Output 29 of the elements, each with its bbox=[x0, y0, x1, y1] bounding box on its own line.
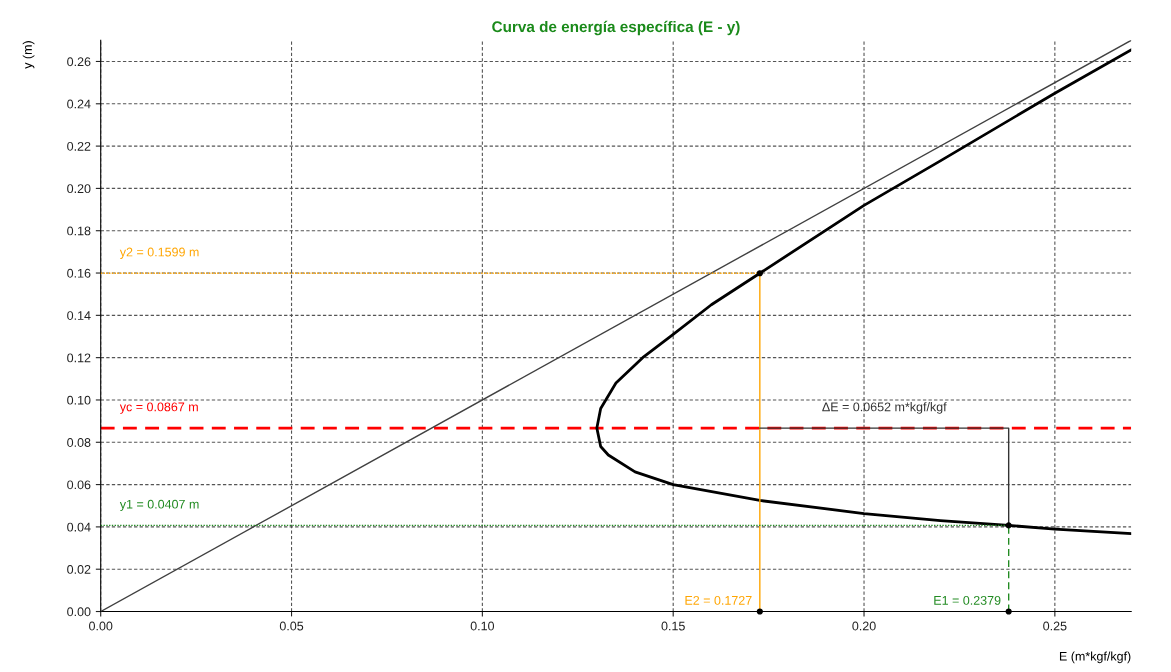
series-label: E1 = 0.2379 bbox=[934, 595, 1001, 605]
y-tick-label: 0.24 bbox=[67, 99, 91, 109]
y-axis-title: y (m) bbox=[22, 41, 35, 69]
y-tick-label: 0.20 bbox=[67, 184, 91, 194]
x-tick-label: 0.15 bbox=[661, 621, 685, 631]
y-tick-label: 0.02 bbox=[67, 565, 91, 574]
y-tick-label: 0.22 bbox=[67, 141, 91, 151]
y-tick-label: 0.00 bbox=[67, 607, 91, 617]
x-tick-label: 0.00 bbox=[89, 621, 113, 631]
y-tick-label: 0.12 bbox=[67, 353, 91, 363]
series-label: y1 = 0.0407 m bbox=[119, 499, 199, 512]
y-tick-label: 0.14 bbox=[67, 311, 91, 320]
series-label: ΔE = 0.0652 m*kgf/kgf bbox=[822, 402, 947, 414]
x-tick-label: 0.25 bbox=[1043, 621, 1067, 631]
x-axis-title: E (m*kgf/kgf) bbox=[1059, 651, 1131, 664]
y-tick-label: 0.16 bbox=[67, 268, 91, 278]
x-tick-label: 0.20 bbox=[852, 621, 876, 631]
y-tick-label: 0.08 bbox=[67, 438, 91, 447]
y-tick-label: 0.06 bbox=[67, 480, 91, 490]
ref-line-label: yc = 0.0867 m bbox=[119, 402, 198, 414]
x-tick-label: 0.10 bbox=[470, 621, 495, 631]
series-label: E2 = 0.1727 bbox=[685, 595, 752, 605]
y-tick-label: 0.26 bbox=[67, 57, 91, 67]
y-tick-label: 0.10 bbox=[67, 395, 91, 405]
y-tick-label: 0.18 bbox=[67, 226, 91, 236]
chart-title: Curva de energía específica (E - y) bbox=[492, 20, 740, 36]
x-tick-label: 0.05 bbox=[279, 621, 304, 631]
y-tick-label: 0.04 bbox=[67, 522, 91, 532]
series-label: y2 = 0.1599 m bbox=[119, 247, 199, 259]
